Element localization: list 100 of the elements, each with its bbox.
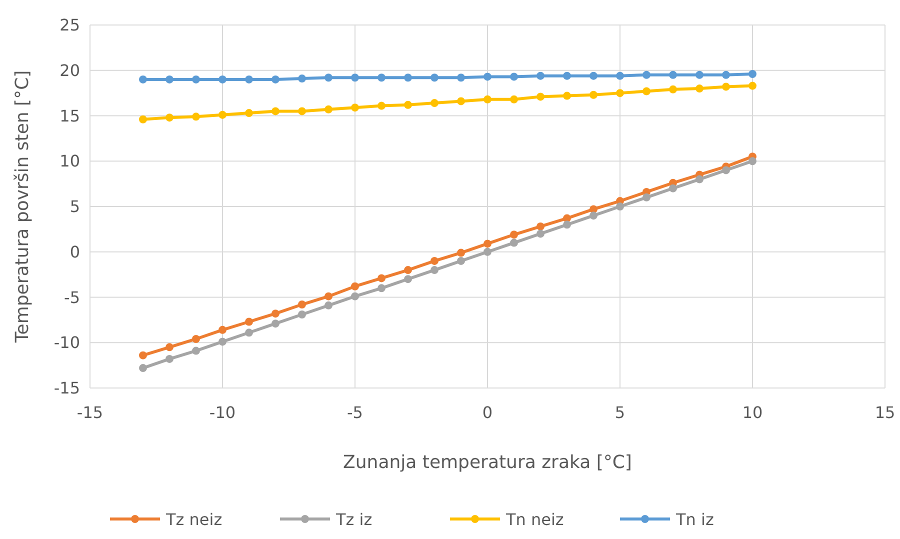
point bbox=[616, 72, 624, 80]
point bbox=[324, 105, 332, 114]
point bbox=[192, 112, 200, 121]
point bbox=[484, 240, 492, 248]
point bbox=[642, 193, 650, 202]
point bbox=[166, 354, 174, 363]
point bbox=[536, 230, 544, 238]
point bbox=[642, 70, 650, 79]
point bbox=[378, 274, 386, 282]
point bbox=[669, 70, 677, 79]
y-tick-label: -10 bbox=[54, 333, 80, 352]
point bbox=[457, 74, 465, 82]
point bbox=[298, 310, 306, 318]
point bbox=[139, 351, 147, 360]
point bbox=[218, 110, 226, 119]
x-tick-label: 0 bbox=[482, 403, 493, 422]
point bbox=[192, 346, 200, 355]
point bbox=[510, 230, 518, 239]
y-tick-label: -5 bbox=[64, 288, 80, 307]
point bbox=[722, 82, 730, 91]
point bbox=[324, 292, 332, 300]
point bbox=[166, 75, 174, 84]
point bbox=[590, 90, 598, 99]
point bbox=[722, 166, 730, 174]
point bbox=[536, 72, 544, 80]
point bbox=[457, 97, 465, 106]
point bbox=[616, 202, 624, 210]
y-tick-label: 5 bbox=[70, 197, 80, 216]
point bbox=[404, 74, 412, 82]
point bbox=[245, 109, 253, 118]
point bbox=[166, 114, 174, 122]
point bbox=[298, 74, 306, 83]
legend-label: Tn iz bbox=[675, 510, 714, 529]
x-tick-label: 15 bbox=[874, 403, 896, 422]
point bbox=[351, 104, 359, 112]
legend-label: Tn neiz bbox=[505, 510, 564, 529]
point bbox=[669, 85, 677, 94]
point bbox=[430, 266, 438, 274]
x-tick-label: 5 bbox=[614, 403, 626, 422]
point bbox=[563, 92, 571, 100]
y-tick-label: 0 bbox=[70, 242, 80, 262]
point bbox=[192, 75, 200, 84]
y-axis-title: Temperatura površin sten [°C] bbox=[12, 70, 33, 344]
point bbox=[245, 318, 253, 326]
point bbox=[484, 72, 492, 81]
point bbox=[218, 75, 226, 84]
point bbox=[245, 75, 253, 84]
point bbox=[484, 248, 492, 256]
point bbox=[166, 343, 174, 352]
point bbox=[590, 212, 598, 220]
point bbox=[696, 84, 704, 93]
point bbox=[298, 107, 306, 116]
point bbox=[378, 74, 386, 82]
point bbox=[748, 157, 756, 166]
point bbox=[642, 87, 650, 96]
point bbox=[218, 326, 226, 334]
point bbox=[430, 256, 438, 265]
point bbox=[669, 184, 677, 192]
point bbox=[351, 282, 359, 290]
point bbox=[722, 70, 730, 79]
point bbox=[457, 256, 465, 265]
point bbox=[510, 95, 518, 104]
y-tick-label: 25 bbox=[60, 16, 80, 35]
point bbox=[536, 92, 544, 101]
point bbox=[616, 89, 624, 98]
point bbox=[590, 72, 598, 80]
point bbox=[139, 364, 147, 372]
point bbox=[484, 95, 492, 104]
point bbox=[404, 100, 412, 109]
x-tick-label: -5 bbox=[347, 403, 363, 422]
point bbox=[404, 275, 412, 284]
point bbox=[748, 82, 756, 90]
point bbox=[351, 292, 359, 300]
point bbox=[536, 222, 544, 230]
x-axis-title: Zunanja temperatura zraka [°C] bbox=[343, 452, 632, 473]
legend-label: Tz iz bbox=[335, 510, 372, 529]
point bbox=[457, 248, 465, 257]
point bbox=[430, 99, 438, 108]
point bbox=[430, 74, 438, 82]
point bbox=[324, 74, 332, 82]
point bbox=[748, 70, 756, 78]
point bbox=[404, 266, 412, 274]
point bbox=[324, 301, 332, 310]
point bbox=[218, 338, 226, 346]
point bbox=[510, 238, 518, 247]
point bbox=[696, 70, 704, 79]
point bbox=[378, 284, 386, 292]
point bbox=[245, 328, 253, 337]
y-tick-label: 20 bbox=[60, 60, 80, 80]
point bbox=[696, 175, 704, 184]
point bbox=[272, 320, 280, 328]
point bbox=[272, 310, 280, 318]
y-tick-label: 15 bbox=[60, 106, 80, 126]
x-tick-label: -10 bbox=[209, 403, 236, 422]
point bbox=[272, 75, 280, 84]
point bbox=[563, 220, 571, 229]
y-tick-label: 10 bbox=[60, 152, 80, 171]
legend-label: Tz neiz bbox=[165, 510, 222, 529]
point bbox=[563, 72, 571, 80]
point bbox=[351, 74, 359, 82]
